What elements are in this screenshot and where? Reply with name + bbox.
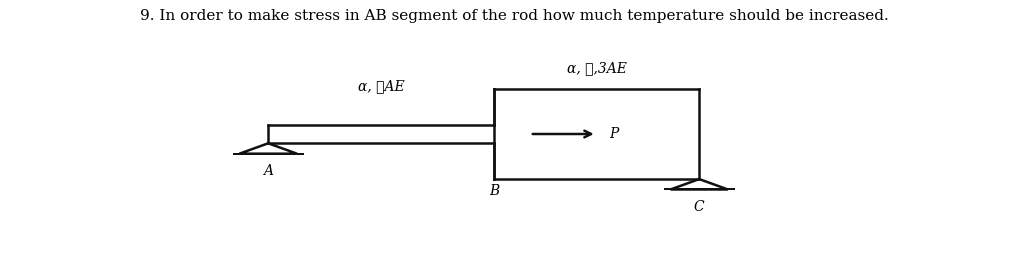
Text: A: A [263, 164, 274, 178]
Text: P: P [609, 127, 618, 141]
Text: 9. In order to make stress in AB segment of the rod how much temperature should : 9. In order to make stress in AB segment… [140, 9, 889, 23]
Text: C: C [694, 200, 705, 214]
Text: α, ℓ,3AE: α, ℓ,3AE [567, 62, 627, 76]
Text: α, ℓAE: α, ℓAE [358, 79, 404, 93]
Text: B: B [489, 184, 499, 198]
